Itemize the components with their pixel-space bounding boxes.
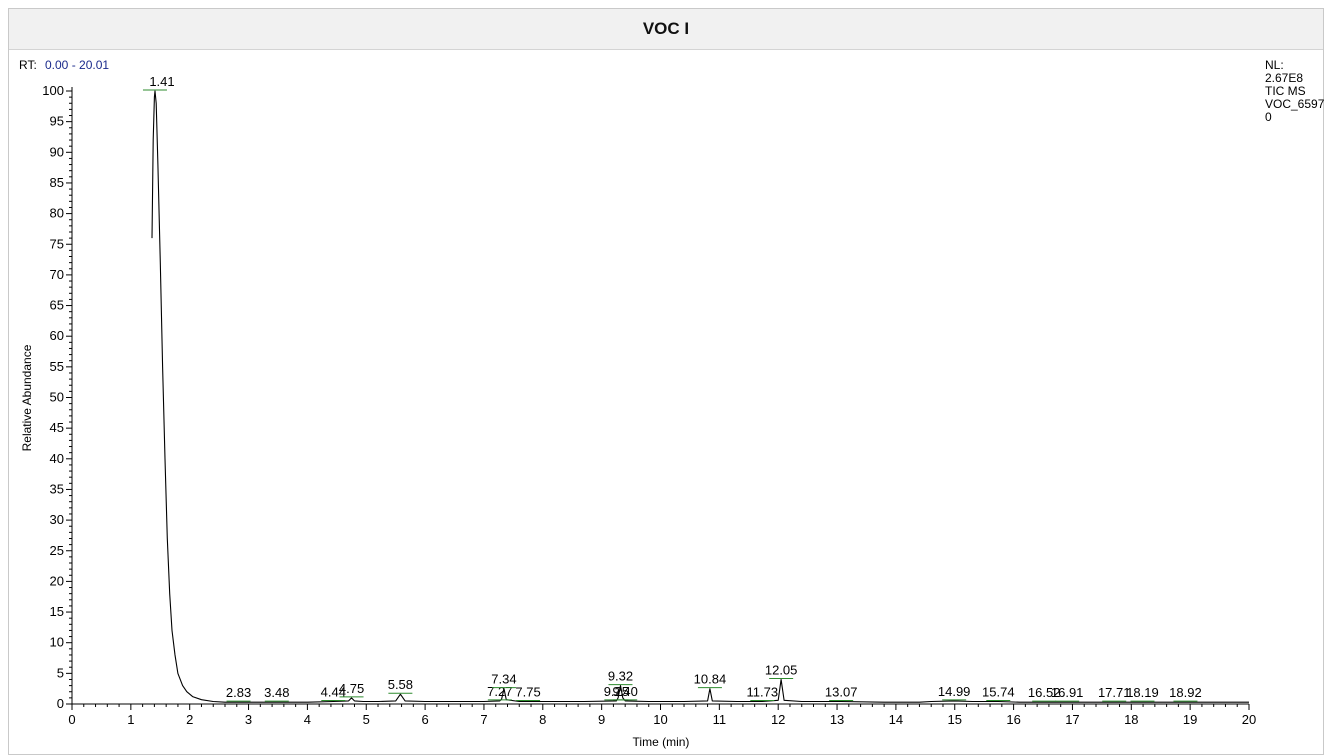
peak-label: 16.52 xyxy=(1028,685,1061,700)
y-tick-label: 65 xyxy=(50,298,64,313)
x-tick-label: 0 xyxy=(68,712,75,727)
x-tick-label: 1 xyxy=(127,712,134,727)
panel-title: VOC I xyxy=(9,9,1323,50)
peak-label: 7.75 xyxy=(515,685,540,700)
x-tick-label: 11 xyxy=(713,712,727,727)
info-line: TIC MS xyxy=(1265,84,1306,98)
x-tick-label: 8 xyxy=(539,712,546,727)
peak-label: 14.99 xyxy=(938,684,971,699)
x-tick-label: 9 xyxy=(598,712,605,727)
peak-label: 1.41 xyxy=(149,74,174,89)
peak-label: 13.07 xyxy=(825,685,858,700)
rt-range-value: 0.00 - 20.01 xyxy=(45,58,109,72)
y-tick-label: 55 xyxy=(50,359,64,374)
chromatogram-panel: VOC I xyxy=(8,8,1324,755)
y-tick-label: 85 xyxy=(50,175,64,190)
axes: 0510152025303540455055606570758085909510… xyxy=(42,83,1256,727)
x-tick-label: 6 xyxy=(421,712,428,727)
y-tick-label: 90 xyxy=(50,144,64,159)
peak-label: 3.48 xyxy=(264,685,289,700)
y-tick-label: 75 xyxy=(50,236,64,251)
trace-layer xyxy=(151,90,1249,703)
x-tick-label: 13 xyxy=(830,712,844,727)
y-tick-label: 70 xyxy=(50,267,64,282)
peak-label: 4.44 xyxy=(321,685,346,700)
x-tick-label: 18 xyxy=(1124,712,1138,727)
y-axis-label: Relative Abundance xyxy=(20,344,34,451)
peak-labels: 1.412.83 3.48 4.444.75 5.58 7.277.347.75 9.25… xyxy=(142,74,1202,702)
peak-label: 18.92 xyxy=(1169,685,1202,700)
peak-label: 15.74 xyxy=(982,685,1015,700)
x-axis-label: Time (min) xyxy=(633,735,690,749)
x-tick-label: 5 xyxy=(363,712,370,727)
y-tick-label: 0 xyxy=(57,696,64,711)
x-tick-label: 15 xyxy=(948,712,962,727)
peak-label: 17.71 xyxy=(1098,685,1131,700)
x-tick-label: 4 xyxy=(304,712,311,727)
x-tick-label: 16 xyxy=(1006,712,1020,727)
info-line: 0 xyxy=(1265,110,1272,124)
x-tick-label: 20 xyxy=(1242,712,1256,727)
y-tick-label: 30 xyxy=(50,512,64,527)
peak-label: 7.34 xyxy=(491,672,516,687)
peak-label: 12.05 xyxy=(765,662,798,677)
peak-label: 9.25 xyxy=(604,684,629,699)
peak-label: 10.84 xyxy=(694,672,727,687)
y-tick-label: 100 xyxy=(42,83,64,98)
y-tick-label: 35 xyxy=(50,481,64,496)
peak-label: 11.73 xyxy=(747,685,779,700)
y-tick-label: 25 xyxy=(50,543,64,558)
info-line: NL: xyxy=(1265,58,1284,72)
y-tick-label: 20 xyxy=(50,573,64,588)
peak-label: 5.58 xyxy=(388,677,413,692)
x-tick-label: 12 xyxy=(771,712,785,727)
tic-trace xyxy=(151,90,1249,703)
peak-label: 16.91 xyxy=(1051,685,1084,700)
x-tick-label: 14 xyxy=(889,712,903,727)
x-tick-label: 19 xyxy=(1183,712,1197,727)
y-tick-label: 80 xyxy=(50,206,64,221)
x-tick-label: 7 xyxy=(480,712,487,727)
x-tick-label: 17 xyxy=(1065,712,1079,727)
y-tick-label: 40 xyxy=(50,451,64,466)
y-tick-label: 95 xyxy=(50,114,64,129)
y-tick-label: 60 xyxy=(50,328,64,343)
peak-label: 9.32 xyxy=(608,669,633,684)
y-tick-label: 15 xyxy=(50,604,64,619)
x-tick-label: 3 xyxy=(245,712,252,727)
peak-label: 2.83 xyxy=(226,685,251,700)
rt-range-label: RT: xyxy=(19,58,37,72)
y-tick-label: 10 xyxy=(50,635,64,650)
info-line: 2.67E8 xyxy=(1265,71,1303,85)
y-tick-label: 50 xyxy=(50,390,64,405)
x-tick-label: 10 xyxy=(653,712,667,727)
x-tick-label: 2 xyxy=(186,712,193,727)
peak-label: 9.40 xyxy=(613,684,638,699)
y-tick-label: 45 xyxy=(50,420,64,435)
y-tick-label: 5 xyxy=(57,665,64,680)
peak-label: 4.75 xyxy=(339,681,364,696)
peak-label: 18.19 xyxy=(1126,685,1159,700)
info-line: VOC_6597 xyxy=(1265,97,1324,111)
